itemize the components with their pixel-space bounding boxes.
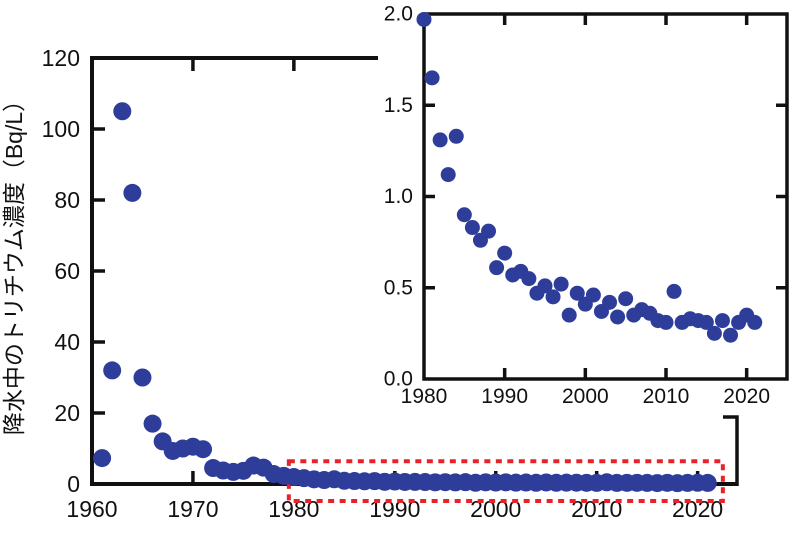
- data-point: [93, 449, 112, 468]
- y-axis-title: 降水中のトリチウム濃度（Bq/L）: [1, 89, 27, 435]
- inset-data-point: [424, 70, 440, 86]
- inset-data-point: [416, 11, 432, 27]
- inset-data-point: [658, 314, 674, 330]
- inset-data-point: [545, 289, 561, 305]
- main-y-tick-label: 20: [54, 400, 80, 426]
- inset-y-tick-label: 0.5: [384, 276, 413, 299]
- inset-connector-line: [723, 415, 739, 486]
- inset-data-point: [723, 327, 739, 343]
- zoom-region-rect: [286, 459, 725, 504]
- inset-data-point: [610, 309, 626, 325]
- inset-x-tick-label: 2020: [723, 385, 770, 408]
- inset-data-point: [456, 207, 472, 223]
- inset-data-point: [537, 278, 553, 294]
- inset-x-tick-label: 2010: [643, 385, 690, 408]
- data-point: [143, 414, 162, 433]
- inset-data-point: [440, 167, 456, 183]
- main-y-tick-label: 40: [54, 329, 80, 355]
- inset-data-point: [602, 294, 618, 310]
- main-y-tick-label: 80: [54, 187, 80, 213]
- inset-data-point: [448, 128, 464, 144]
- inset-y-tick-label: 1.5: [384, 94, 413, 117]
- inset-data-point: [489, 260, 505, 276]
- inset-data-point: [561, 307, 577, 323]
- inset-data-point: [481, 223, 497, 239]
- data-point: [194, 440, 213, 459]
- inset-data-point: [497, 245, 513, 261]
- connector-polyline: [723, 415, 739, 486]
- data-point: [103, 361, 122, 380]
- inset-data-point: [464, 220, 480, 236]
- inset-y-tick-label: 1.0: [384, 185, 413, 208]
- inset-data-point: [698, 314, 714, 330]
- inset-x-tick-label: 2000: [562, 385, 609, 408]
- inset-data-point: [553, 276, 569, 292]
- inset-panel-background: [380, 0, 800, 406]
- main-y-tick-label: 100: [42, 116, 80, 142]
- inset-data-point: [521, 271, 537, 287]
- inset-data-point: [747, 314, 763, 330]
- inset-data-point: [432, 132, 448, 148]
- main-chart-points: [93, 102, 717, 493]
- inset-data-point: [585, 287, 601, 303]
- inset-x-tick-label: 1990: [481, 385, 528, 408]
- inset-data-point: [569, 285, 585, 301]
- data-point: [123, 183, 142, 202]
- inset-y-tick-label: 2.0: [384, 3, 413, 26]
- inset-data-point: [706, 325, 722, 341]
- inset-data-point: [618, 291, 634, 307]
- inset-y-tick-label: 0.0: [384, 368, 413, 391]
- inset-chart: 0.0 0.5 1.0 1.5 2.0 1980 1990 2000 2010 2020: [380, 0, 800, 408]
- data-point: [113, 102, 132, 121]
- main-y-tick-label: 120: [42, 45, 80, 71]
- data-point: [133, 368, 152, 387]
- data-point: [698, 473, 717, 492]
- inset-data-point: [666, 283, 682, 299]
- main-x-tick-label: 1970: [167, 496, 218, 522]
- main-x-tick-label: 1960: [66, 496, 117, 522]
- inset-x-tick-label: 1980: [401, 385, 448, 408]
- inset-data-point: [714, 313, 730, 329]
- main-y-tick-label: 60: [54, 258, 80, 284]
- main-y-tick-label: 0: [67, 471, 80, 497]
- zoom-region-box: [286, 459, 725, 504]
